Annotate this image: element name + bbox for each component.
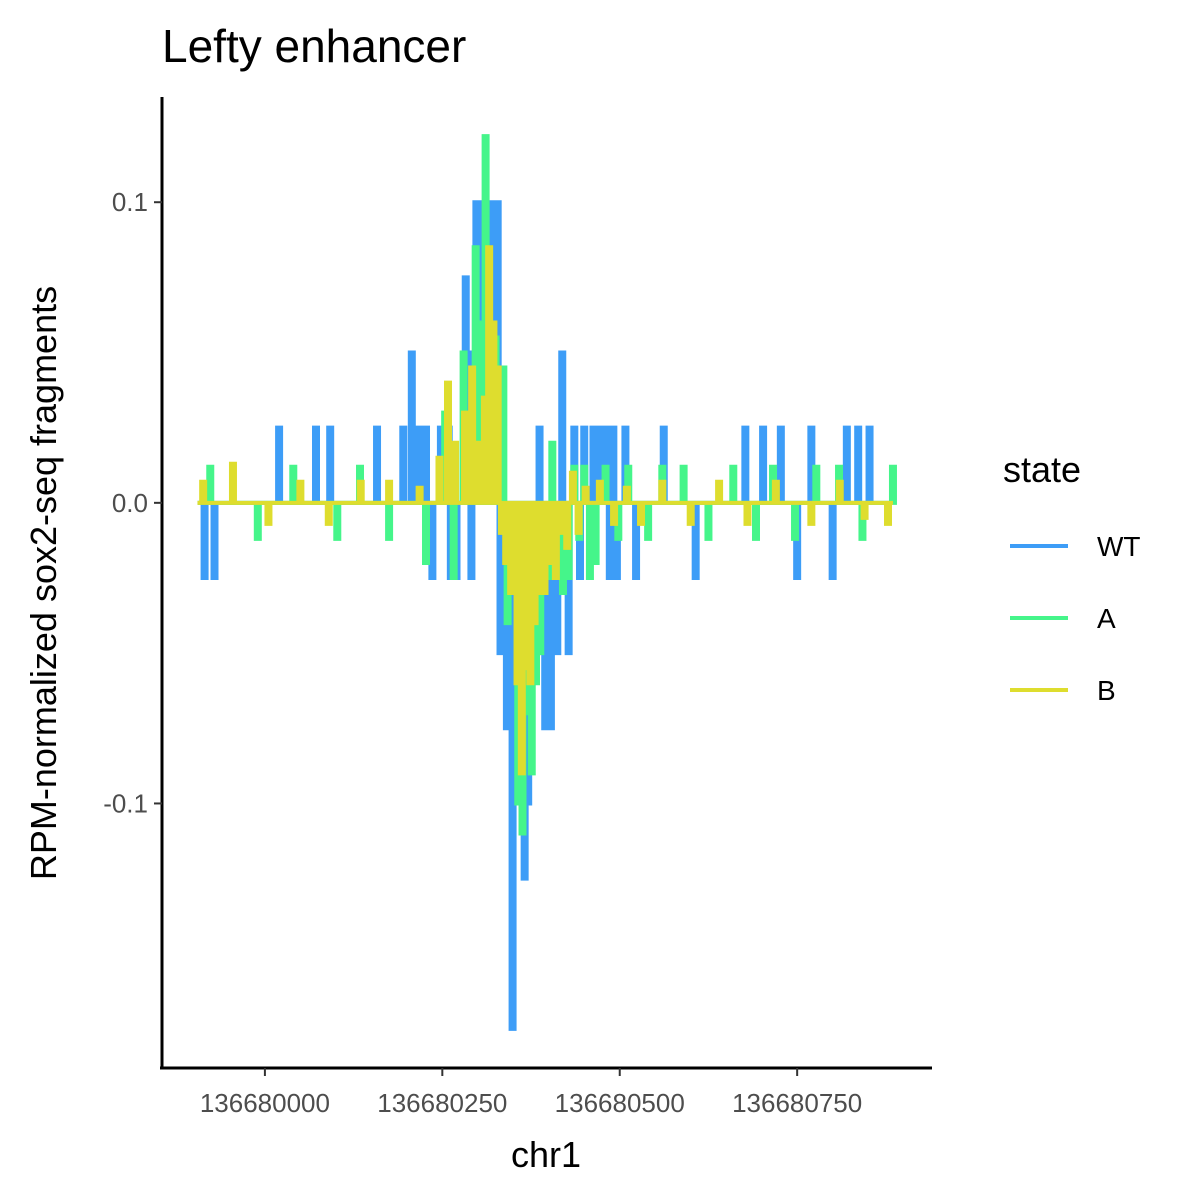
y-axis-title: RPM-normalized sox2-seq fragments — [23, 286, 64, 880]
legend-label: A — [1097, 603, 1116, 634]
chart-title: Lefty enhancer — [162, 20, 466, 72]
x-tick-label: 136680000 — [200, 1088, 330, 1118]
legend-item-wt: WT — [1010, 531, 1141, 562]
legend-item-b: B — [1010, 675, 1116, 706]
legend-label: WT — [1097, 531, 1141, 562]
legend-item-a: A — [1010, 603, 1116, 634]
series-line-b — [197, 245, 893, 776]
plot-area — [197, 134, 897, 1031]
y-axis-ticks: -0.1 0.0 0.1 — [103, 187, 162, 818]
x-tick-label: 136680500 — [555, 1088, 685, 1118]
series-wt — [197, 200, 893, 1031]
x-axis-title: chr1 — [511, 1134, 581, 1175]
y-tick-label: 0.0 — [112, 488, 148, 518]
x-axis-ticks: 136680000 136680250 136680500 136680750 — [200, 1068, 862, 1118]
series-line-wt — [197, 200, 893, 1031]
y-tick-label: -0.1 — [103, 788, 148, 818]
x-tick-label: 136680750 — [732, 1088, 862, 1118]
x-tick-label: 136680250 — [377, 1088, 507, 1118]
y-tick-label: 0.1 — [112, 187, 148, 217]
legend-label: B — [1097, 675, 1116, 706]
series-b — [197, 245, 893, 776]
legend-items: WT A B — [1010, 531, 1141, 706]
legend-title: state — [1003, 449, 1081, 490]
legend: state WT A B — [1003, 449, 1141, 706]
